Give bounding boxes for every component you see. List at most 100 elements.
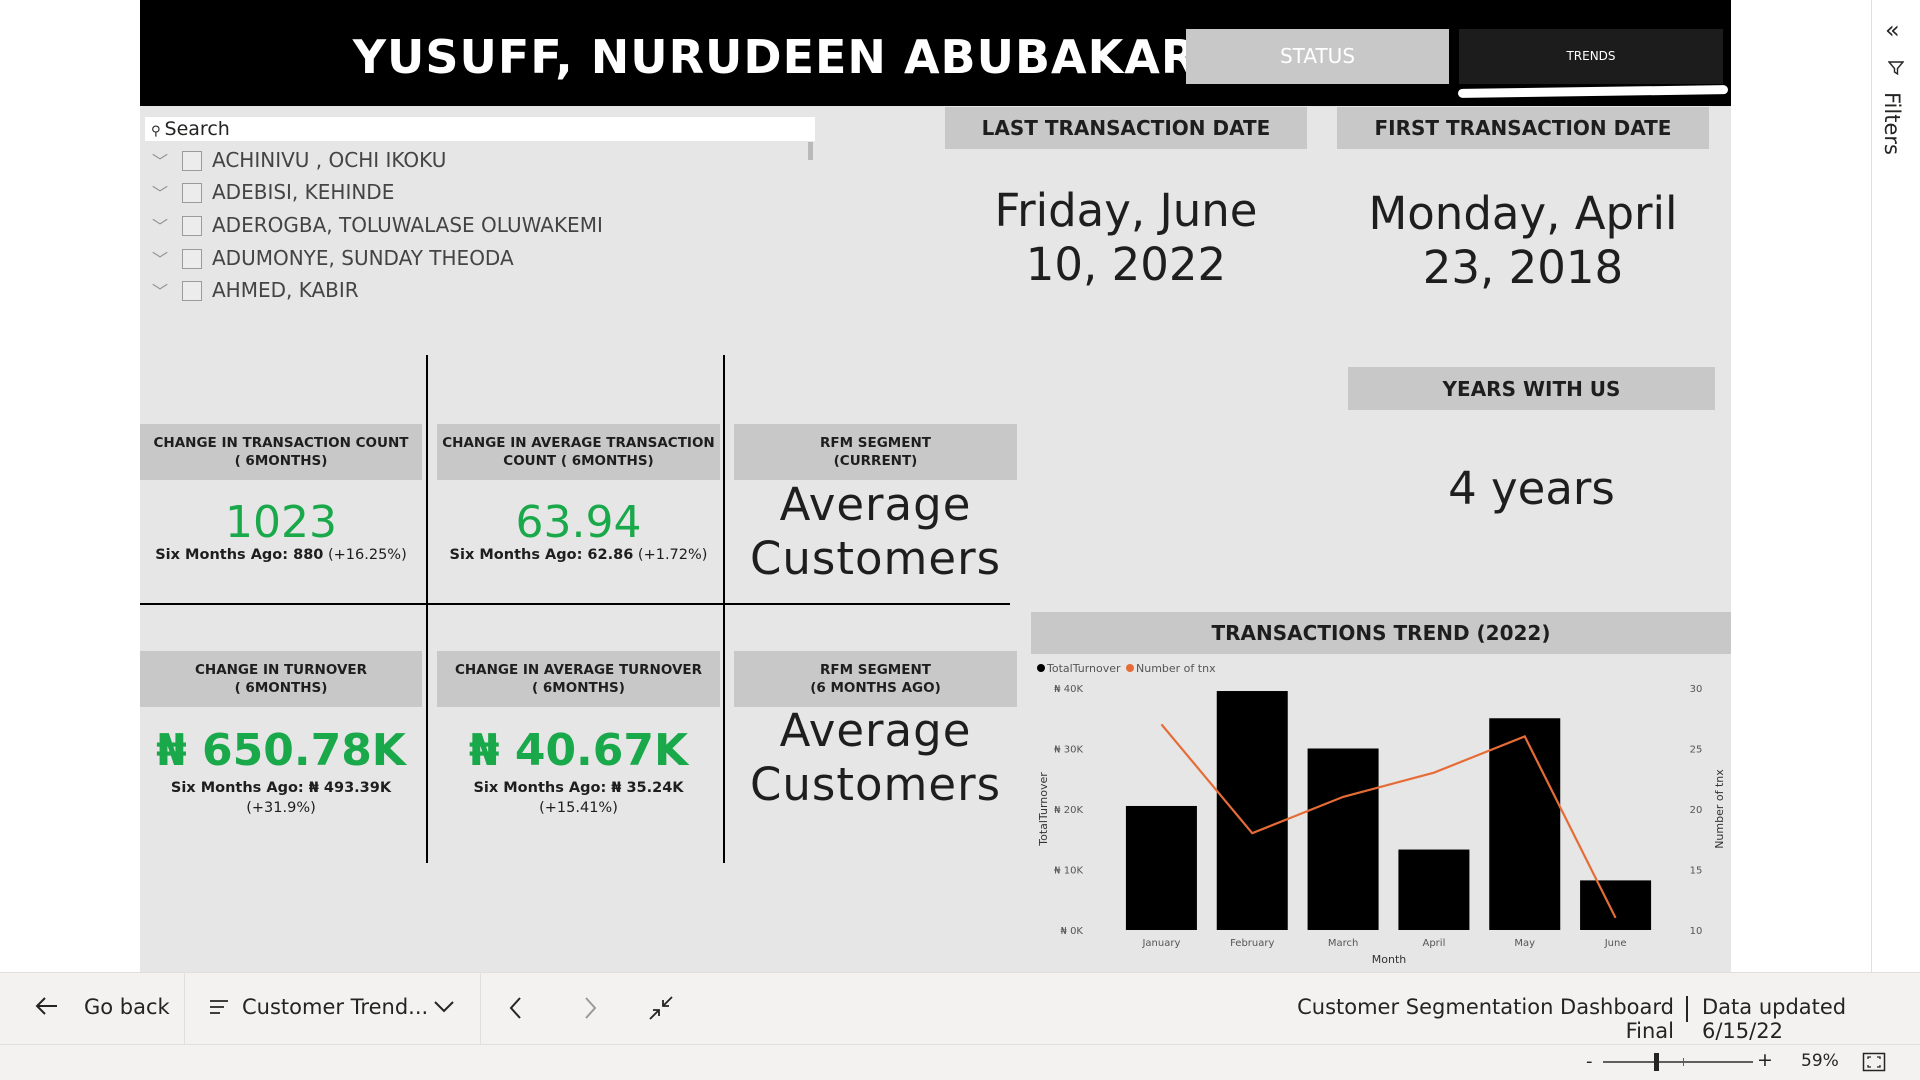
rfm-current-value: Average Customers [734, 478, 1017, 586]
go-back-button[interactable]: Go back [84, 995, 170, 1019]
checkbox[interactable] [182, 183, 202, 203]
tx-count-value: 1023 [225, 497, 337, 548]
status-page-button[interactable]: STATUS [1186, 29, 1449, 84]
chevron-down-icon[interactable]: ﹀ [152, 217, 169, 236]
pages-list-icon[interactable] [208, 997, 230, 1017]
turnover-value: ₦ 650.78K [156, 725, 406, 776]
zoom-in-button[interactable]: + [1757, 1049, 1773, 1071]
x-tick-label: May [1514, 938, 1535, 949]
x-tick-label: February [1230, 938, 1274, 949]
label-line: CHANGE IN TURNOVER [194, 662, 368, 678]
arrow-left-icon[interactable] [33, 992, 61, 1020]
tx-count-label: CHANGE IN TRANSACTION COUNT ( 6MONTHS) [140, 424, 422, 480]
report-footer-bar [0, 972, 1920, 1044]
turnover-label: CHANGE IN TURNOVER ( 6MONTHS) [140, 651, 422, 707]
slicer-scrollbar[interactable] [808, 142, 813, 160]
y-tick-label: ₦ 40K [1054, 684, 1083, 695]
checkbox[interactable] [182, 249, 202, 269]
avg-tx-count-value: 63.94 [515, 497, 642, 548]
series-line [1160, 723, 1617, 919]
zoom-percent[interactable]: 59% [1801, 1051, 1839, 1071]
legend-label: Number of tnx [1136, 662, 1216, 675]
customer-name-title: YUSUFF, NURUDEEN ABUBAKAR [352, 30, 1198, 84]
label-line: (CURRENT) [833, 453, 918, 469]
zoom-out-button[interactable]: - [1586, 1051, 1593, 1072]
x-axis-title: Month [1372, 953, 1407, 966]
chevron-down-icon[interactable]: ﹀ [152, 152, 169, 171]
slicer-item[interactable]: ﹀ AHMED, KABIR [152, 276, 812, 304]
y2-tick-label: 30 [1690, 684, 1703, 695]
search-icon: ⚲ [151, 124, 161, 139]
comparison-change: (+16.25%) [323, 547, 407, 563]
checkbox[interactable] [182, 151, 202, 171]
filters-pane-label[interactable]: Filters [1880, 92, 1904, 155]
slicer-item-label: ACHINIVU , OCHI IKOKU [212, 148, 447, 172]
label-line: RFM SEGMENT [820, 435, 931, 451]
avg-turnover-label: CHANGE IN AVERAGE TURNOVER ( 6MONTHS) [437, 651, 720, 707]
label-line: ( 6MONTHS) [234, 680, 328, 696]
x-tick-label: January [1141, 938, 1180, 949]
bar [1216, 691, 1288, 930]
y2-tick-label: 15 [1690, 866, 1703, 877]
chart-svg: TotalTurnover Number of tnx ₦ 0K ₦ 10K ₦ 20K… [1037, 662, 1726, 966]
filter-funnel-icon [1887, 60, 1905, 76]
zoom-slider-thumb[interactable] [1653, 1053, 1659, 1071]
zoom-slider-track[interactable] [1603, 1061, 1753, 1063]
chevron-down-icon[interactable]: ﹀ [152, 282, 169, 301]
slicer-item[interactable]: ﹀ ADEROGBA, TOLUWALASE OLUWAKEMI [152, 211, 812, 239]
chevron-down-icon[interactable]: ﹀ [152, 250, 169, 269]
last-transaction-date: Friday, June 10, 2022 [945, 184, 1307, 292]
y2-tick-label: 10 [1690, 926, 1703, 937]
footer-text-divider [1686, 996, 1688, 1022]
current-page-name[interactable]: Customer Trend... [242, 995, 429, 1019]
segment-line: Customers [749, 758, 1002, 811]
footer-divider [480, 972, 481, 1044]
y-tick-label: ₦ 30K [1054, 745, 1083, 756]
label-line: CHANGE IN AVERAGE TURNOVER [454, 662, 703, 678]
rfm-current-label: RFM SEGMENT (CURRENT) [734, 424, 1017, 480]
date-line: Friday, June [994, 184, 1258, 237]
y-tick-label: ₦ 10K [1054, 866, 1083, 877]
last-transaction-label: LAST TRANSACTION DATE [945, 107, 1307, 149]
first-transaction-label: FIRST TRANSACTION DATE [1337, 107, 1709, 149]
previous-page-icon[interactable] [506, 995, 526, 1021]
comparison-text: Six Months Ago: ₦ 35.24K [473, 780, 684, 796]
slicer-item[interactable]: ﹀ ACHINIVU , OCHI IKOKU [152, 146, 812, 174]
grid-divider [426, 355, 428, 863]
trends-page-button[interactable]: TRENDS [1459, 29, 1723, 84]
x-tick-label: June [1604, 938, 1627, 949]
legend-marker [1037, 664, 1045, 672]
transactions-trend-chart[interactable]: TotalTurnover Number of tnx ₦ 0K ₦ 10K ₦ 20K… [1031, 654, 1731, 972]
y2-tick-label: 25 [1690, 745, 1703, 756]
report-name: Customer Segmentation Dashboard Final [1297, 995, 1674, 1043]
checkbox[interactable] [182, 216, 202, 236]
footer-divider [184, 972, 185, 1044]
checkbox[interactable] [182, 281, 202, 301]
expand-filters-icon[interactable]: « [1885, 16, 1900, 44]
segment-line: Average [779, 704, 972, 757]
chevron-down-icon[interactable] [432, 996, 456, 1016]
legend-label: TotalTurnover [1046, 662, 1121, 675]
slicer-item[interactable]: ﹀ ADUMONYE, SUNDAY THEODA [152, 244, 812, 272]
turnover-comparison: Six Months Ago: ₦ 493.39K (+31.9%) [140, 778, 422, 818]
slicer-search-input[interactable]: ⚲ Search [145, 117, 815, 141]
chevron-down-icon[interactable]: ﹀ [152, 184, 169, 203]
label-line: COUNT ( 6MONTHS) [503, 453, 654, 469]
segment-line: Average [779, 478, 972, 531]
exit-focus-mode-icon[interactable] [648, 995, 674, 1021]
report-canvas [140, 0, 1731, 972]
segment-line: Customers [749, 532, 1002, 585]
fit-to-page-icon[interactable] [1862, 1052, 1886, 1072]
years-with-us-label: YEARS WITH US [1348, 367, 1715, 410]
bar [1580, 880, 1652, 930]
slicer-item[interactable]: ﹀ ADEBISI, KEHINDE [152, 178, 812, 206]
label-line: CHANGE IN TRANSACTION COUNT [153, 435, 409, 451]
years-with-us-value: 4 years [1448, 462, 1615, 515]
zoom-slider-midmark [1683, 1058, 1684, 1066]
y-tick-label: ₦ 0K [1061, 926, 1084, 937]
x-tick-label: April [1422, 938, 1445, 949]
comparison-text: Six Months Ago: 62.86 [449, 547, 634, 563]
avg-turnover-comparison: Six Months Ago: ₦ 35.24K (+15.41%) [437, 778, 720, 818]
next-page-icon[interactable] [580, 995, 600, 1021]
first-transaction-date: Monday, April 23, 2018 [1337, 187, 1709, 295]
